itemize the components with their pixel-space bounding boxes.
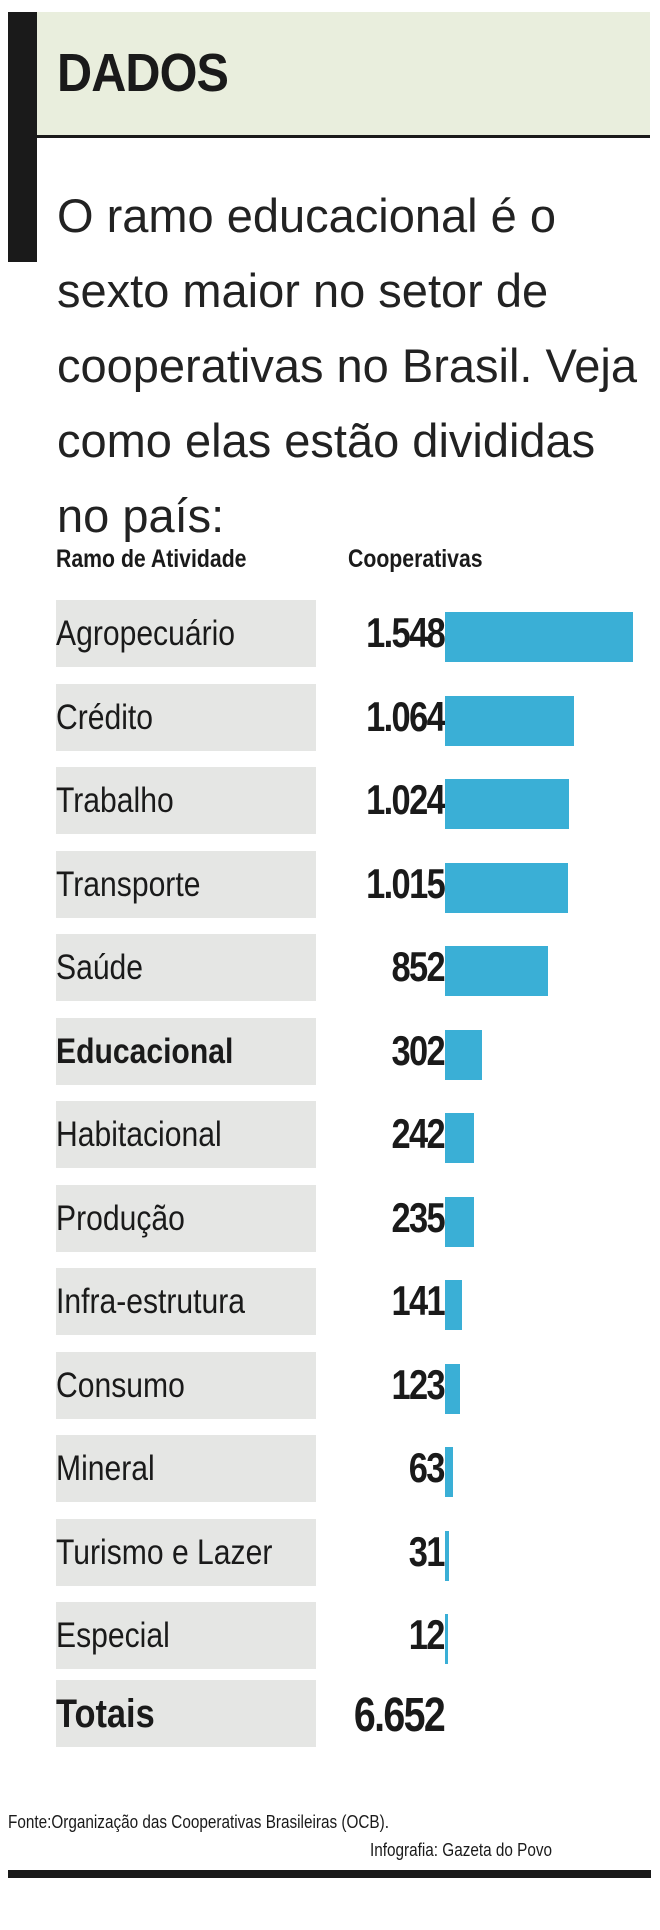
value-label: 12 [408,1611,446,1658]
bar [445,1196,474,1247]
value-label: 1.064 [366,692,446,740]
value-label: 31 [408,1527,446,1575]
value-label: 302 [391,1026,445,1074]
total-label: Totais [56,1692,155,1736]
page-title: DADOS [57,43,229,103]
category-label: Turismo e Lazer [56,1532,273,1572]
value-label: 1.015 [366,859,446,907]
category-label: Especial [56,1616,170,1655]
column-header-activity: Ramo de Atividade [56,545,247,573]
table-row: Mineral [56,1435,316,1502]
value-label: 852 [391,943,445,990]
category-label: Transporte [56,864,201,904]
intro-text: O ramo educacional é o sexto maior no se… [57,189,637,542]
value-label: 1.548 [366,609,446,656]
bar [445,862,569,913]
value-label: 63 [408,1444,446,1491]
credit-note: Infografia: Gazeta do Povo [370,1840,553,1860]
bar [445,1280,463,1330]
table-row: Agropecuário [56,600,316,667]
header-band: DADOS [37,12,650,138]
category-label: Mineral [56,1449,155,1488]
table-row: Trabalho [56,767,316,834]
column-header-cooperatives: Cooperativas [348,545,483,573]
table-row: Transporte [56,850,316,918]
bar [445,695,575,746]
category-label: Trabalho [56,781,174,820]
value-label: 1.024 [366,776,446,823]
bar [445,779,570,829]
category-label: Crédito [56,697,154,737]
category-label: Consumo [56,1365,185,1405]
bar [445,1447,453,1497]
table-row: Especial [56,1602,316,1669]
total-value: 6.652 [353,1689,446,1742]
table-row: Consumo [56,1351,316,1419]
category-label: Educacional [56,1031,234,1071]
bar [445,1029,482,1080]
bar [445,1363,460,1414]
bar [445,612,633,662]
category-label: Produção [56,1198,185,1238]
table-row: Educacional [56,1017,316,1085]
category-label: Habitacional [56,1115,222,1154]
value-label: 141 [391,1277,445,1324]
category-label: Saúde [56,948,144,987]
bar [445,1614,448,1664]
source-note: Fonte:Organização das Cooperativas Brasi… [8,1812,389,1832]
bar [445,1113,475,1163]
bar [445,946,549,996]
table-row: Habitacional [56,1101,316,1168]
bar [445,1530,449,1581]
table-row: Produção [56,1184,316,1252]
bottom-rule [8,1870,651,1878]
table-row: Crédito [56,683,316,751]
value-label: 235 [391,1193,445,1241]
table-row: Turismo e Lazer [56,1518,316,1586]
total-row: Totais [56,1680,316,1747]
value-label: 123 [391,1360,445,1408]
category-label: Infra-estrutura [56,1282,246,1321]
value-label: 242 [391,1110,445,1157]
accent-bar [8,12,37,262]
table-row: Infra-estrutura [56,1268,316,1335]
table-row: Saúde [56,934,316,1001]
category-label: Agropecuário [56,614,236,653]
